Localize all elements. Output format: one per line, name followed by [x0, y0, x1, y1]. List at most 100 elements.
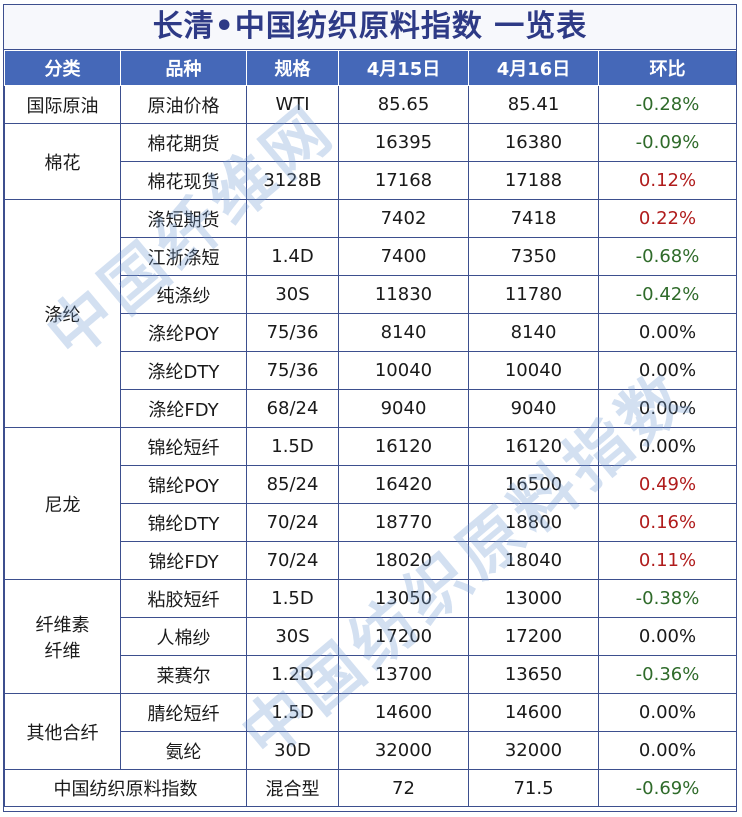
variety-cell: 棉花期货 — [120, 123, 247, 162]
table-row: 棉花 棉花期货 16395 16380 -0.09% — [4, 123, 736, 200]
category-cell: 涤纶 — [4, 199, 121, 428]
price-cell-date-1: 17168 — [338, 161, 469, 200]
variety-cell: 锦纶短纤 — [120, 427, 247, 466]
variety-cell: 江浙涤短 — [120, 237, 247, 276]
price-cell-date-2: 16120 — [468, 427, 599, 466]
category-cell: 尼龙 — [4, 427, 121, 580]
table-row: 尼龙 锦纶短纤 1.5D 16120 16120 0.00% — [4, 427, 736, 580]
spec-cell: 1.2D — [246, 655, 339, 694]
spec-cell: 30S — [246, 275, 339, 314]
table-row: 人棉纱 30S 17200 17200 0.00% — [5, 617, 736, 656]
category-cell: 纤维素 纤维 — [4, 579, 121, 694]
variety-cell: 棉花现货 — [120, 161, 247, 200]
change-cell: 0.12% — [598, 161, 736, 200]
price-cell-date-2: 13650 — [468, 655, 599, 694]
change-cell: -0.28% — [598, 85, 736, 124]
summary-date-2-cell: 71.5 — [468, 769, 599, 807]
summary-spec-cell: 混合型 — [246, 769, 339, 807]
price-cell-date-1: 85.65 — [338, 85, 469, 124]
summary-row: 中国纺织原料指数 混合型 72 71.5 -0.69% — [4, 769, 736, 807]
price-cell-date-1: 16420 — [338, 465, 469, 504]
price-cell-date-2: 17188 — [468, 161, 599, 200]
price-cell-date-2: 8140 — [468, 313, 599, 352]
spec-cell: 85/24 — [246, 465, 339, 504]
change-cell: -0.38% — [598, 579, 736, 618]
price-cell-date-2: 85.41 — [468, 85, 599, 124]
table-row: 纯涤纱 30S 11830 11780 -0.42% — [5, 275, 736, 314]
price-cell-date-1: 17200 — [338, 617, 469, 656]
price-cell-date-1: 18020 — [338, 541, 469, 580]
change-cell: -0.42% — [598, 275, 736, 314]
variety-cell: 锦纶POY — [120, 465, 247, 504]
price-cell-date-2: 10040 — [468, 351, 599, 390]
price-cell-date-1: 32000 — [338, 731, 469, 770]
spec-cell: 3128B — [246, 161, 339, 200]
price-cell-date-2: 18800 — [468, 503, 599, 542]
change-cell: -0.09% — [598, 123, 736, 162]
change-cell: 0.22% — [598, 199, 736, 238]
spec-cell: 1.4D — [246, 237, 339, 276]
summary-change-cell: -0.69% — [598, 769, 736, 807]
spec-cell: 68/24 — [246, 389, 339, 428]
change-cell: -0.36% — [598, 655, 736, 694]
change-cell: 0.00% — [598, 427, 736, 466]
variety-cell: 腈纶短纤 — [120, 693, 247, 732]
variety-cell: 粘胶短纤 — [120, 579, 247, 618]
table-row: 棉花现货 3128B 17168 17188 0.12% — [5, 161, 736, 200]
change-cell: 0.00% — [598, 389, 736, 428]
table-row: 涤纶DTY 75/36 10040 10040 0.00% — [5, 351, 736, 390]
column-header-category: 分类 — [4, 50, 121, 86]
change-cell: -0.68% — [598, 237, 736, 276]
spec-cell: 1.5D — [246, 693, 339, 732]
change-cell: 0.00% — [598, 351, 736, 390]
spec-cell — [246, 123, 339, 162]
price-cell-date-1: 13050 — [338, 579, 469, 618]
summary-name-cell: 中国纺织原料指数 — [4, 769, 247, 807]
table-row: 涤纶FDY 68/24 9040 9040 0.00% — [5, 389, 736, 428]
table-row: 涤纶POY 75/36 8140 8140 0.00% — [5, 313, 736, 352]
table-row: 江浙涤短 1.4D 7400 7350 -0.68% — [5, 237, 736, 276]
spec-cell: WTI — [246, 85, 339, 124]
column-header-date-2: 4月16日 — [468, 50, 599, 86]
summary-date-1-cell: 72 — [338, 769, 469, 807]
spec-cell: 1.5D — [246, 579, 339, 618]
table-row: 涤纶 涤短期货 7402 7418 0.22% — [4, 199, 736, 428]
index-table-panel: 长清•中国纺织原料指数 一览表 分类 品种 规格 4月15日 4月16日 环比 … — [3, 4, 737, 812]
price-cell-date-1: 10040 — [338, 351, 469, 390]
variety-cell: 涤纶FDY — [120, 389, 247, 428]
price-cell-date-1: 11830 — [338, 275, 469, 314]
change-cell: 0.00% — [598, 617, 736, 656]
price-cell-date-2: 7350 — [468, 237, 599, 276]
column-header-change: 环比 — [598, 50, 736, 86]
price-cell-date-1: 8140 — [338, 313, 469, 352]
category-cell: 国际原油 — [4, 85, 121, 124]
table-row: 其他合纤 腈纶短纤 1.5D 14600 14600 0.00% — [4, 693, 736, 770]
spec-cell: 30S — [246, 617, 339, 656]
table-row: 纤维素 纤维 粘胶短纤 1.5D 13050 13000 -0.38% — [4, 579, 736, 694]
spec-cell: 30D — [246, 731, 339, 770]
price-cell-date-1: 7402 — [338, 199, 469, 238]
spec-cell: 70/24 — [246, 541, 339, 580]
column-header-spec: 规格 — [246, 50, 339, 86]
price-index-table: 分类 品种 规格 4月15日 4月16日 环比 国际原油 原油价格 WTI 85.65… — [4, 50, 736, 807]
change-cell: 0.00% — [598, 313, 736, 352]
price-cell-date-1: 16120 — [338, 427, 469, 466]
variety-cell: 人棉纱 — [120, 617, 247, 656]
change-cell: 0.00% — [598, 731, 736, 770]
variety-cell: 氨纶 — [120, 731, 247, 770]
price-cell-date-1: 7400 — [338, 237, 469, 276]
change-cell: 0.16% — [598, 503, 736, 542]
price-cell-date-2: 32000 — [468, 731, 599, 770]
variety-cell: 锦纶DTY — [120, 503, 247, 542]
variety-cell: 涤纶POY — [120, 313, 247, 352]
table-row: 锦纶DTY 70/24 18770 18800 0.16% — [5, 503, 736, 542]
price-cell-date-2: 18040 — [468, 541, 599, 580]
spec-cell: 75/36 — [246, 313, 339, 352]
table-body: 国际原油 原油价格 WTI 85.65 85.41 -0.28% 棉花 棉花期货 16395 16… — [4, 85, 736, 807]
change-cell: 0.49% — [598, 465, 736, 504]
price-cell-date-1: 14600 — [338, 693, 469, 732]
variety-cell: 涤短期货 — [120, 199, 247, 238]
price-cell-date-2: 14600 — [468, 693, 599, 732]
variety-cell: 涤纶DTY — [120, 351, 247, 390]
column-header-date-1: 4月15日 — [338, 50, 469, 86]
